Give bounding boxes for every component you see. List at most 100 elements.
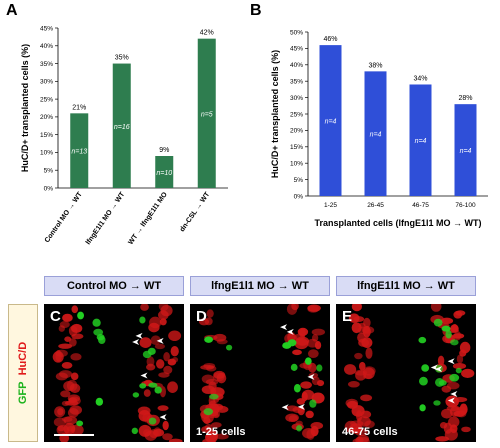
bar-n-label: n=10 (156, 170, 172, 177)
gfp-cell (154, 386, 162, 394)
hucd-cell (343, 364, 357, 375)
hucd-cell (365, 347, 373, 359)
bar-n-label: n=4 (325, 119, 337, 126)
hucd-cell (295, 336, 310, 346)
hucd-cell (357, 326, 370, 334)
hucd-cell (205, 378, 219, 386)
y-tick-label: 40% (290, 62, 303, 69)
hucd-cell (439, 422, 448, 429)
hucd-cell (311, 328, 325, 336)
hucd-cell (440, 317, 454, 324)
hucd-cell (356, 434, 370, 442)
bar (364, 71, 387, 196)
hucd-cell (355, 370, 367, 381)
gfp-cell (433, 400, 441, 406)
hucd-cell (295, 420, 303, 426)
y-tick-label: 10% (290, 161, 303, 168)
gfp-cell (76, 420, 84, 427)
hucd-cell (213, 370, 226, 379)
hucd-cell (167, 358, 177, 366)
hucd-cell (149, 429, 159, 439)
gfp-label: GFP (17, 381, 29, 405)
hucd-cell (61, 361, 73, 369)
hucd-cell (216, 338, 228, 345)
y-tick-label: 45% (40, 25, 53, 32)
arrowhead-icon (450, 390, 458, 397)
gfp-cell (282, 342, 292, 349)
y-tick-label: 25% (40, 96, 53, 103)
x-category-label: Control MO → WT (44, 191, 84, 245)
hucd-cell (441, 385, 452, 393)
hucd-cell (66, 379, 78, 392)
hucd-cell (353, 316, 365, 322)
hucd-cell (55, 350, 62, 362)
chart-a: 0% 5% 10% 15% 20% 25% 30% 35% 40% 45% HuC/D+ trans… (20, 25, 228, 246)
hucd-cell (71, 305, 79, 314)
hucd-cell (168, 330, 182, 342)
hucd-cell (140, 304, 149, 311)
gfp-cell (148, 382, 158, 388)
y-axis-label: HuC/D+ transplanted cells (%) (270, 50, 280, 178)
bar-value-label: 46% (323, 36, 337, 43)
y-tick-label: 20% (290, 128, 303, 135)
hucd-cell (347, 381, 360, 388)
hucd-cell (70, 353, 82, 361)
gfp-cell (449, 373, 460, 382)
hucd-cell (162, 420, 169, 431)
hucd-cell (204, 423, 213, 433)
gfp-cell (93, 328, 104, 336)
hucd-cell (311, 376, 320, 386)
hucd-cell (58, 343, 73, 349)
y-tick-label: 35% (290, 79, 303, 86)
hucd-cell (202, 438, 216, 442)
hucd-cell (54, 406, 66, 418)
bar-n-label: n=4 (415, 138, 427, 145)
x-category-label: 76-100 (455, 202, 476, 209)
bar-n-label: n=16 (114, 124, 130, 131)
hucd-cell (437, 355, 445, 367)
hucd-cell (170, 346, 179, 357)
y-tick-label: 10% (40, 150, 53, 157)
bar-value-label: 28% (458, 95, 472, 102)
hucd-cell (461, 368, 475, 378)
hucd-cell (361, 337, 373, 348)
gfp-cell (419, 376, 428, 386)
hucd-cell (70, 372, 79, 381)
hucd-cell (60, 390, 71, 398)
hucd-cell (456, 354, 464, 364)
arrowhead-icon (132, 339, 140, 346)
y-tick-label: 15% (40, 132, 53, 139)
hucd-cell (203, 362, 216, 369)
y-tick-label: 0% (294, 193, 304, 200)
arrowhead-icon (307, 373, 315, 380)
x-axis-label: Transplanted cells (lfngE1l1 MO → WT) (314, 218, 481, 228)
hucd-cell (451, 324, 458, 332)
bar-value-label: 35% (115, 55, 129, 62)
gfp-cell (139, 383, 147, 389)
y-axis-label: HuC/D+ transplanted cells (%) (20, 44, 30, 172)
arrowhead-icon (286, 328, 294, 335)
hucd-cell (312, 334, 319, 342)
gfp-cell (203, 408, 213, 416)
header-c: Control MO → WT (44, 276, 184, 296)
hucd-cell (288, 415, 298, 422)
hucd-cell (70, 323, 83, 334)
chart-b: 0% 5% 10% 15% 20% 25% 30% 35% 40% 45% 50% HuC/D+ tr… (270, 29, 488, 228)
hucd-cell (459, 403, 468, 415)
y-tick-label: 20% (40, 114, 53, 121)
micrograph-image (52, 304, 183, 442)
arrowhead-icon (434, 366, 442, 373)
gfp-cell (419, 404, 426, 412)
hucd-cell (62, 313, 73, 322)
hucd-label: HuC/D (17, 341, 29, 376)
hucd-cell (156, 359, 165, 369)
hucd-cell (459, 349, 467, 357)
hucd-cell (307, 349, 319, 359)
y-tick-label: 0% (44, 185, 54, 192)
gfp-cell (148, 417, 157, 425)
gfp-cell (131, 427, 139, 435)
bar (197, 38, 216, 188)
y-tick-label: 40% (40, 43, 53, 50)
hucd-cell (449, 406, 461, 417)
hucd-cell (211, 422, 222, 428)
